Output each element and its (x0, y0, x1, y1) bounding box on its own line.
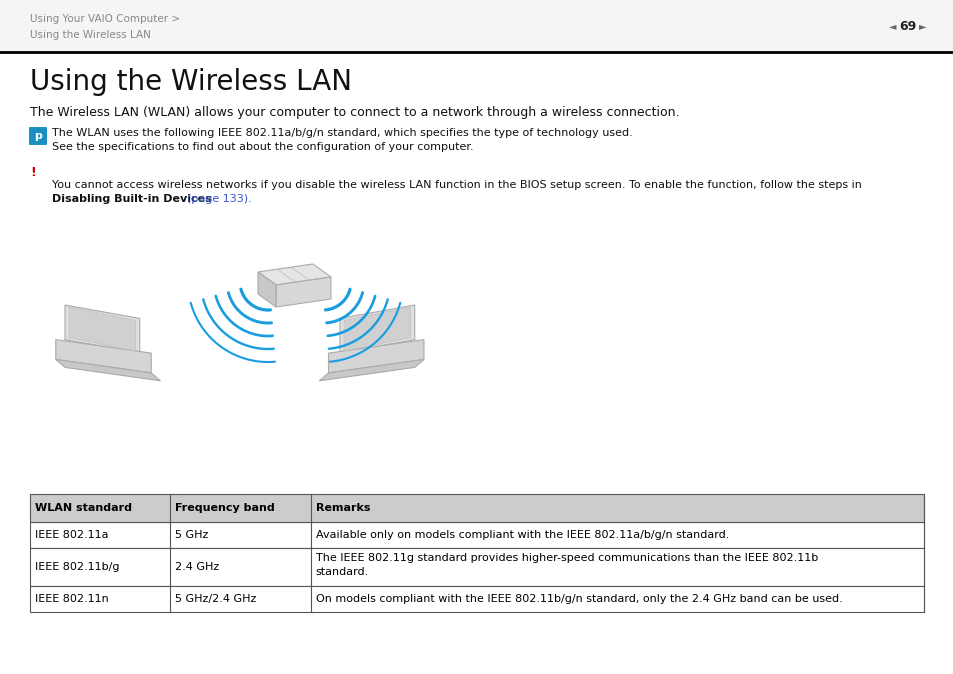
Text: IEEE 802.11n: IEEE 802.11n (35, 594, 109, 604)
Text: The Wireless LAN (WLAN) allows your computer to connect to a network through a w: The Wireless LAN (WLAN) allows your comp… (30, 106, 679, 119)
Text: IEEE 802.11b/g: IEEE 802.11b/g (35, 562, 119, 572)
Text: Remarks: Remarks (315, 503, 370, 513)
Polygon shape (257, 272, 275, 307)
Text: IEEE 802.11a: IEEE 802.11a (35, 530, 109, 540)
Text: On models compliant with the IEEE 802.11b/g/n standard, only the 2.4 GHz band ca: On models compliant with the IEEE 802.11… (315, 594, 841, 604)
Bar (30, 494, 923, 522)
Bar (30, 548, 923, 586)
Text: Available only on models compliant with the IEEE 802.11a/b/g/n standard.: Available only on models compliant with … (315, 530, 728, 540)
Text: Using Your VAIO Computer >: Using Your VAIO Computer > (30, 14, 180, 24)
Text: (page 133).: (page 133). (187, 194, 252, 204)
Text: 5 GHz: 5 GHz (175, 530, 209, 540)
Text: !: ! (30, 166, 36, 179)
Polygon shape (319, 359, 423, 381)
Bar (0, 0, 953, 52)
Text: The IEEE 802.11g standard provides higher-speed communications than the IEEE 802: The IEEE 802.11g standard provides highe… (315, 553, 817, 563)
Text: ►: ► (919, 21, 925, 31)
Text: standard.: standard. (315, 567, 369, 577)
Polygon shape (275, 277, 331, 307)
Polygon shape (69, 307, 135, 351)
Text: See the specifications to find out about the configuration of your computer.: See the specifications to find out about… (52, 142, 473, 152)
Text: You cannot access wireless networks if you disable the wireless LAN function in : You cannot access wireless networks if y… (52, 180, 861, 190)
Bar (30, 586, 923, 612)
Text: 69: 69 (899, 20, 916, 32)
Bar (30, 522, 923, 548)
Text: Using the Wireless LAN: Using the Wireless LAN (30, 68, 352, 96)
Polygon shape (328, 340, 423, 373)
Text: 2.4 GHz: 2.4 GHz (175, 562, 219, 572)
Text: 5 GHz/2.4 GHz: 5 GHz/2.4 GHz (175, 594, 256, 604)
Text: WLAN standard: WLAN standard (35, 503, 132, 513)
Polygon shape (344, 307, 411, 351)
Polygon shape (55, 359, 160, 381)
Text: The WLAN uses the following IEEE 802.11a/b/g/n standard, which specifies the typ: The WLAN uses the following IEEE 802.11a… (52, 128, 632, 138)
Polygon shape (65, 305, 139, 353)
Text: Using the Wireless LAN: Using the Wireless LAN (30, 30, 151, 40)
Text: ◄: ◄ (888, 21, 896, 31)
Polygon shape (55, 340, 152, 373)
Text: Disabling Built-in Devices: Disabling Built-in Devices (52, 194, 212, 204)
FancyBboxPatch shape (29, 127, 47, 145)
Polygon shape (339, 305, 415, 353)
Text: p: p (34, 131, 42, 141)
Polygon shape (257, 264, 331, 285)
Text: Frequency band: Frequency band (175, 503, 274, 513)
